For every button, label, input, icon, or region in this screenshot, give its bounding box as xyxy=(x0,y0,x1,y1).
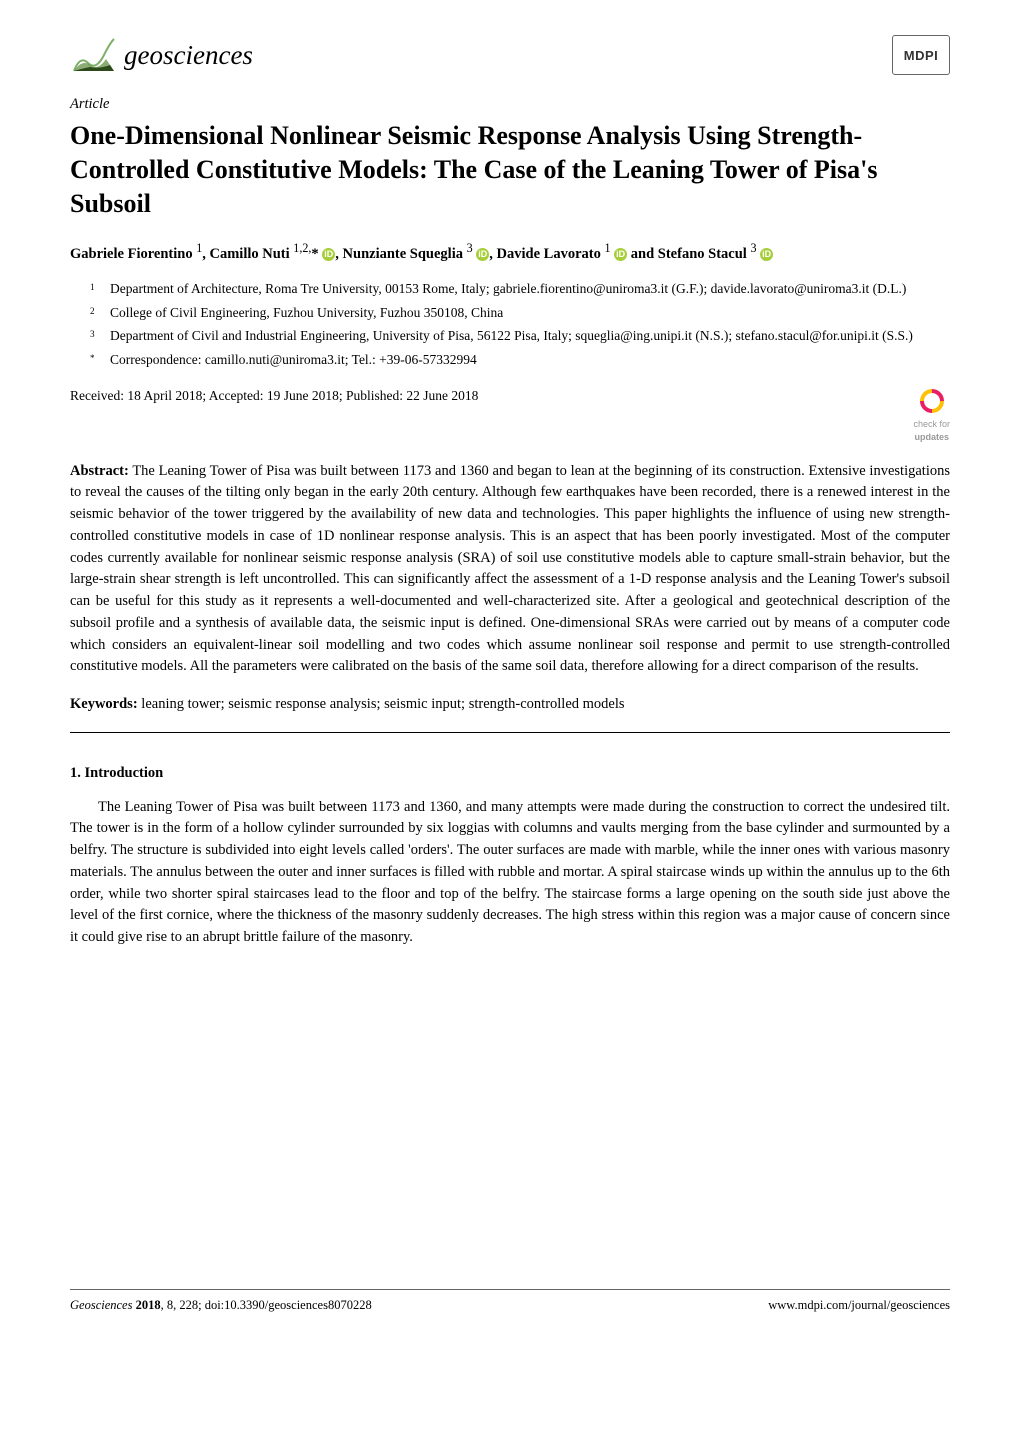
header-row: geosciences MDPI xyxy=(70,35,950,76)
footer-year: 2018 xyxy=(136,1298,161,1312)
dates-row: Received: 18 April 2018; Accepted: 19 Ju… xyxy=(70,386,950,445)
affiliation-num: 1 xyxy=(90,279,110,301)
check-updates-text2: updates xyxy=(914,432,949,442)
affiliation-row: *Correspondence: camillo.nuti@uniroma3.i… xyxy=(90,350,950,372)
divider xyxy=(70,732,950,733)
authors: Gabriele Fiorentino 1, Camillo Nuti 1,2,… xyxy=(70,239,950,266)
orcid-icon: iD xyxy=(476,248,489,261)
footer-right: www.mdpi.com/journal/geosciences xyxy=(768,1296,950,1315)
geosciences-logo-icon xyxy=(70,35,118,75)
abstract-text: The Leaning Tower of Pisa was built betw… xyxy=(70,463,950,675)
footer-left: Geosciences 2018, 8, 228; doi:10.3390/ge… xyxy=(70,1296,372,1315)
affiliation-text: College of Civil Engineering, Fuzhou Uni… xyxy=(110,303,950,325)
affiliation-row: 3Department of Civil and Industrial Engi… xyxy=(90,326,950,348)
affiliation-row: 1Department of Architecture, Roma Tre Un… xyxy=(90,279,950,301)
check-updates-badge[interactable]: check for updates xyxy=(913,386,950,445)
affiliation-num: 2 xyxy=(90,303,110,325)
affiliations: 1Department of Architecture, Roma Tre Un… xyxy=(70,279,950,371)
mdpi-logo: MDPI xyxy=(892,35,950,75)
keywords-label: Keywords: xyxy=(70,696,138,712)
abstract: Abstract: The Leaning Tower of Pisa was … xyxy=(70,461,950,679)
article-title: One-Dimensional Nonlinear Seismic Respon… xyxy=(70,119,950,220)
publication-dates: Received: 18 April 2018; Accepted: 19 Ju… xyxy=(70,386,478,406)
article-type: Article xyxy=(70,94,950,116)
keywords-text: leaning tower; seismic response analysis… xyxy=(141,696,624,712)
footer-journal: Geosciences xyxy=(70,1298,132,1312)
orcid-icon: iD xyxy=(322,248,335,261)
check-updates-text1: check for xyxy=(913,419,950,429)
keywords: Keywords: leaning tower; seismic respons… xyxy=(70,694,950,716)
orcid-icon: iD xyxy=(614,248,627,261)
affiliation-row: 2College of Civil Engineering, Fuzhou Un… xyxy=(90,303,950,325)
check-updates-icon xyxy=(917,386,947,416)
body-paragraph: The Leaning Tower of Pisa was built betw… xyxy=(70,797,950,949)
abstract-label: Abstract: xyxy=(70,463,129,479)
orcid-icon: iD xyxy=(760,248,773,261)
affiliation-text: Correspondence: camillo.nuti@uniroma3.it… xyxy=(110,350,950,372)
section-heading: 1. Introduction xyxy=(70,763,950,785)
affiliation-num: 3 xyxy=(90,326,110,348)
journal-title: geosciences xyxy=(124,35,253,76)
affiliation-num: * xyxy=(90,350,110,372)
affiliation-text: Department of Architecture, Roma Tre Uni… xyxy=(110,279,950,301)
affiliation-text: Department of Civil and Industrial Engin… xyxy=(110,326,950,348)
footer: Geosciences 2018, 8, 228; doi:10.3390/ge… xyxy=(70,1289,950,1315)
footer-doi: , 8, 228; doi:10.3390/geosciences8070228 xyxy=(161,1298,372,1312)
journal-logo: geosciences xyxy=(70,35,253,76)
